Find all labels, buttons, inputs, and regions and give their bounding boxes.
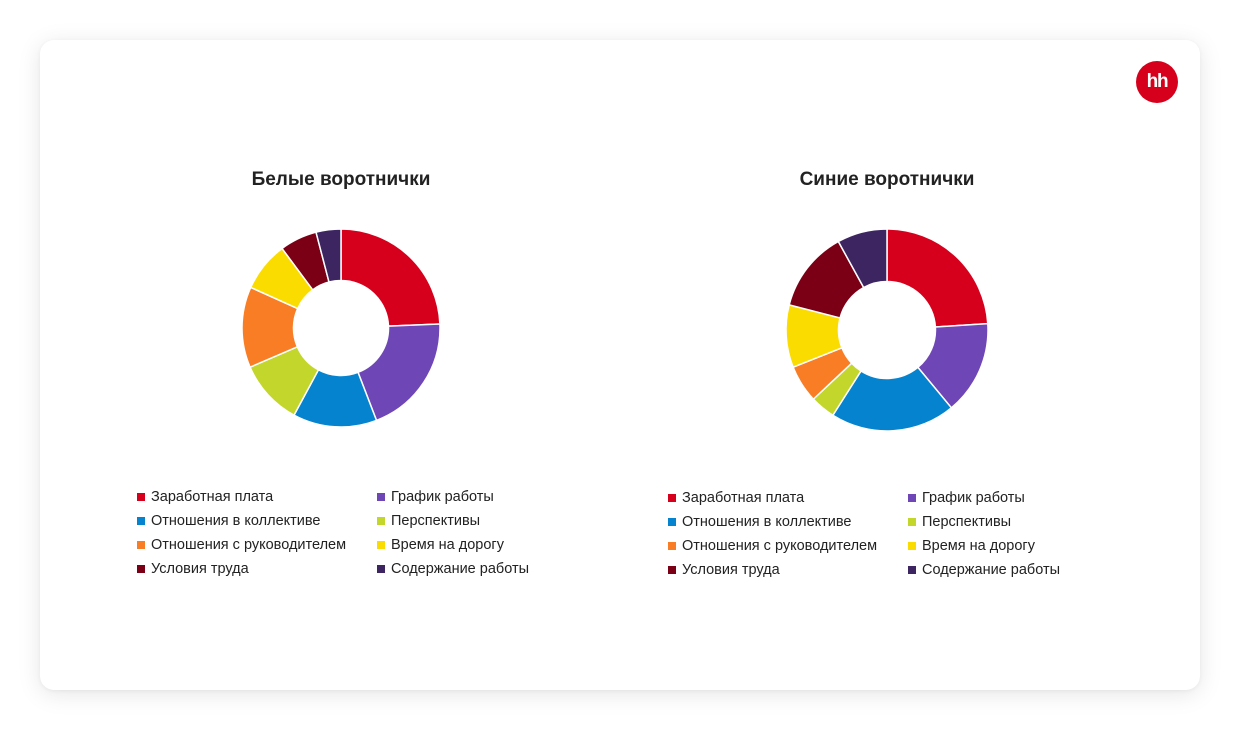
legend-swatch [668,494,676,502]
donut-chart-blue-collar [785,228,989,432]
donut-slice-1 [886,228,989,328]
legend-swatch [908,542,916,550]
legend-label: Отношения в коллективе [682,514,852,530]
legend-label: Перспективы [922,514,1012,530]
legend-label: Заработная плата [151,489,274,505]
legend-swatch [908,518,916,526]
legend-item: Перспективы [908,513,1108,531]
legend-label: Перспективы [391,513,481,529]
legend-item: Перспективы [377,512,577,530]
donut-slice-8 [315,228,342,283]
legend-swatch [668,542,676,550]
legend-item: Содержание работы [377,560,577,578]
legend-item: Время на дорогу [908,537,1108,555]
donut-chart-white-collar [241,228,441,428]
chart-title-blue-collar: Синие воротнички [799,169,975,190]
legend-item: Время на дорогу [377,536,577,554]
legend-white-collar: Заработная плата График работы Отношения в… [137,488,577,578]
legend-label: Время на дорогу [391,537,504,553]
legend-swatch [377,517,385,525]
donut-slice-1 [340,228,441,327]
legend-swatch [908,566,916,574]
legend-label: Условия труда [682,562,780,578]
legend-swatch [377,541,385,549]
legend-swatch [137,541,145,549]
donut-slice-8 [837,228,888,289]
hh-logo: hh [1136,61,1178,103]
legend-item: Условия труда [137,560,377,578]
donut-slice-3 [832,366,953,432]
legend-swatch [137,565,145,573]
legend-item: Условия труда [668,561,908,579]
legend-item: Содержание работы [908,561,1108,579]
legend-item: Отношения в коллективе [137,512,377,530]
legend-label: График работы [922,490,1025,506]
legend-swatch [668,566,676,574]
legend-item: График работы [908,489,1108,507]
legend-swatch [377,565,385,573]
legend-item: Отношения с руководителем [137,536,377,554]
legend-label: Условия труда [151,561,249,577]
legend-swatch [137,493,145,501]
legend-label: Содержание работы [391,561,530,577]
legend-item: Отношения в коллективе [668,513,908,531]
chart-card [40,40,1200,690]
legend-item: Отношения с руководителем [668,537,908,555]
legend-item: Заработная плата [137,488,377,506]
legend-label: Отношения с руководителем [151,537,347,553]
chart-title-white-collar: Белые воротнички [251,169,431,190]
legend-swatch [668,518,676,526]
legend-label: Отношения с руководителем [682,538,878,554]
legend-label: Содержание работы [922,562,1061,578]
legend-item: Заработная плата [668,489,908,507]
legend-label: Заработная плата [682,490,805,506]
legend-label: График работы [391,489,494,505]
legend-blue-collar: Заработная плата График работы Отношения в… [668,489,1108,579]
legend-swatch [137,517,145,525]
legend-swatch [377,493,385,501]
legend-item: График работы [377,488,577,506]
legend-swatch [908,494,916,502]
legend-label: Время на дорогу [922,538,1035,554]
legend-label: Отношения в коллективе [151,513,321,529]
